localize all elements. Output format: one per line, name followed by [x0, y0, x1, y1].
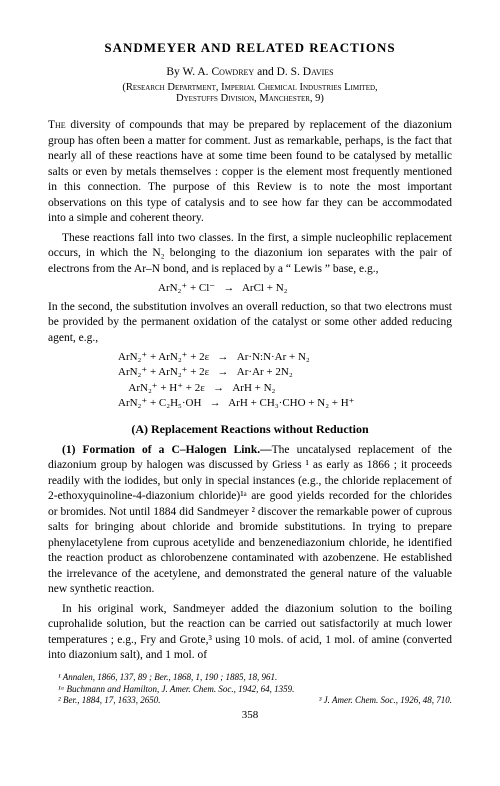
page-number: 358 [48, 709, 452, 721]
footnote-1a: ¹ᵃ Buchmann and Hamilton, J. Amer. Chem.… [48, 684, 452, 696]
equation-2a: ArN₂⁺ + ArN₂⁺ + 2ε → Ar·N:N·Ar + N₂ [118, 350, 452, 365]
footnote-1a-text: ¹ᵃ Buchmann and Hamilton, J. Amer. Chem.… [58, 684, 294, 694]
equation-1: ArN₂⁺ + Cl⁻ → ArCl + N₂ [158, 281, 452, 296]
authors-text: By W. A. Cowdrey and D. S. Davies [166, 66, 333, 78]
paragraph-1: The diversity of compounds that may be p… [48, 118, 452, 227]
dropword: The [48, 119, 66, 131]
runin-heading-1: (1) Formation of a C–Halogen Link.— [62, 444, 272, 456]
paragraph-2: These reactions fall into two classes. I… [48, 231, 452, 278]
footnote-1-text: ¹ Annalen, 1866, 137, 89 ; Ber., 1868, 1… [58, 672, 277, 682]
equation-2d: ArN₂⁺ + C₂H₅·OH → ArH + CH₃·CHO + N₂ + H… [118, 396, 452, 411]
footnote-3-text: ³ J. Amer. Chem. Soc., 1926, 48, 710. [319, 695, 452, 705]
footnote-1: ¹ Annalen, 1866, 137, 89 ; Ber., 1868, 1… [48, 672, 452, 684]
affiliation-line-2: Dyestuffs Division, Manchester, 9) [48, 93, 452, 104]
authors: By W. A. Cowdrey and D. S. Davies [48, 66, 452, 78]
equation-2c: ArN₂⁺ + H⁺ + 2ε → ArH + N₂ [118, 381, 452, 396]
paragraph-4: (1) Formation of a C–Halogen Link.—The u… [48, 443, 452, 598]
article-title: SANDMEYER AND RELATED REACTIONS [48, 40, 452, 56]
page-container: SANDMEYER AND RELATED REACTIONS By W. A.… [0, 0, 500, 751]
footnotes: ¹ Annalen, 1866, 137, 89 ; Ber., 1868, 1… [48, 672, 452, 707]
paragraph-3: In the second, the substitution involves… [48, 300, 452, 347]
para4-body: The uncatalysed replacement of the diazo… [48, 444, 452, 596]
equation-2b: ArN₂⁺ + ArN₂⁺ + 2ε → Ar·Ar + 2N₂ [118, 365, 452, 380]
section-a-heading: (A) Replacement Reactions without Reduct… [48, 422, 452, 437]
affiliation-line-1: (Research Department, Imperial Chemical … [48, 82, 452, 93]
paragraph-5: In his original work, Sandmeyer added th… [48, 602, 452, 664]
footnote-2-3: ² Ber., 1884, 17, 1633, 2650. ³ J. Amer.… [48, 695, 452, 707]
para1-body: diversity of compounds that may be prepa… [48, 119, 452, 224]
footnote-2-text: ² Ber., 1884, 17, 1633, 2650. [58, 695, 160, 705]
